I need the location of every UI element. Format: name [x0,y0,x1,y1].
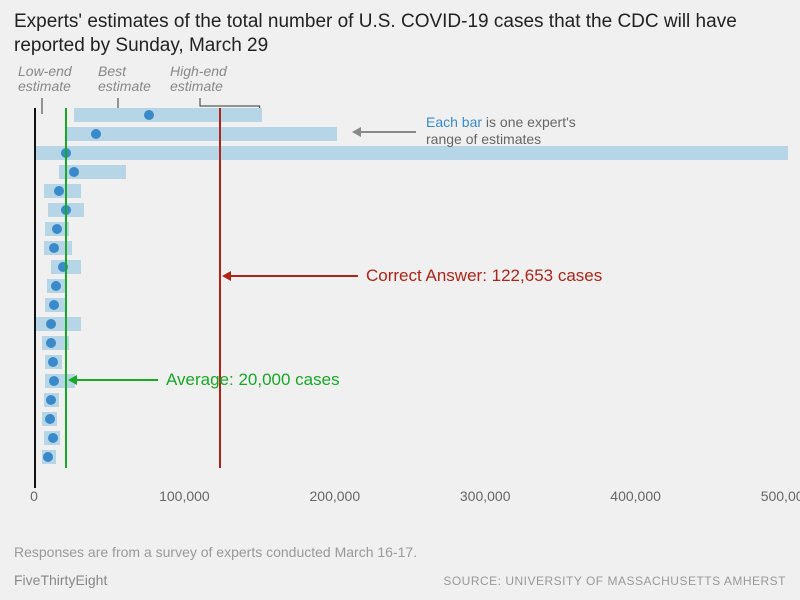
best-estimate-dot [46,319,56,329]
best-estimate-dot [91,129,101,139]
label-best: Bestestimate [98,64,151,95]
average-annotation: Average: 20,000 cases [166,370,340,390]
best-estimate-dot [49,243,59,253]
label-low: Low-endestimate [18,64,72,95]
range-bar [66,127,337,141]
arrow-head-icon [68,375,77,385]
footer-note: Responses are from a survey of experts c… [14,544,417,560]
chart-title: Experts' estimates of the total number o… [14,10,786,58]
best-estimate-dot [46,395,56,405]
arrow-line [354,131,416,133]
best-estimate-dot [46,338,56,348]
plot-area: Each bar is one expert'srange of estimat… [34,108,786,488]
x-tick: 300,000 [460,488,511,504]
correct-answer-line [219,108,221,468]
arrow-head-icon [222,271,231,281]
best-estimate-dot [45,414,55,424]
arrow-line [70,379,158,381]
arrow-line [224,275,358,277]
x-tick: 0 [30,488,38,504]
best-estimate-dot [48,433,58,443]
x-tick: 400,000 [610,488,661,504]
best-estimate-dot [49,300,59,310]
x-tick: 200,000 [309,488,360,504]
best-estimate-dot [69,167,79,177]
best-estimate-dot [54,186,64,196]
correct-answer-annotation: Correct Answer: 122,653 cases [366,266,602,286]
range-bar [36,317,81,331]
best-estimate-dot [52,224,62,234]
range-chart: Each bar is one expert'srange of estimat… [14,108,786,508]
x-tick: 100,000 [159,488,210,504]
range-bar [36,146,788,160]
x-axis: 0100,000200,000300,000400,000500,000 [34,488,786,508]
average-line [65,108,67,468]
best-estimate-dot [144,110,154,120]
best-estimate-dot [49,376,59,386]
best-estimate-dot [48,357,58,367]
range-bar [74,108,262,122]
best-estimate-dot [51,281,61,291]
each-bar-annotation: Each bar is one expert'srange of estimat… [426,114,576,148]
x-tick: 500,000 [761,488,800,504]
arrow-head-icon [352,127,361,137]
source-attribution: SOURCE: UNIVERSITY OF MASSACHUSETTS AMHE… [443,574,786,588]
brand-name: FiveThirtyEight [14,572,107,588]
best-estimate-dot [43,452,53,462]
label-high: High-endestimate [170,64,227,95]
